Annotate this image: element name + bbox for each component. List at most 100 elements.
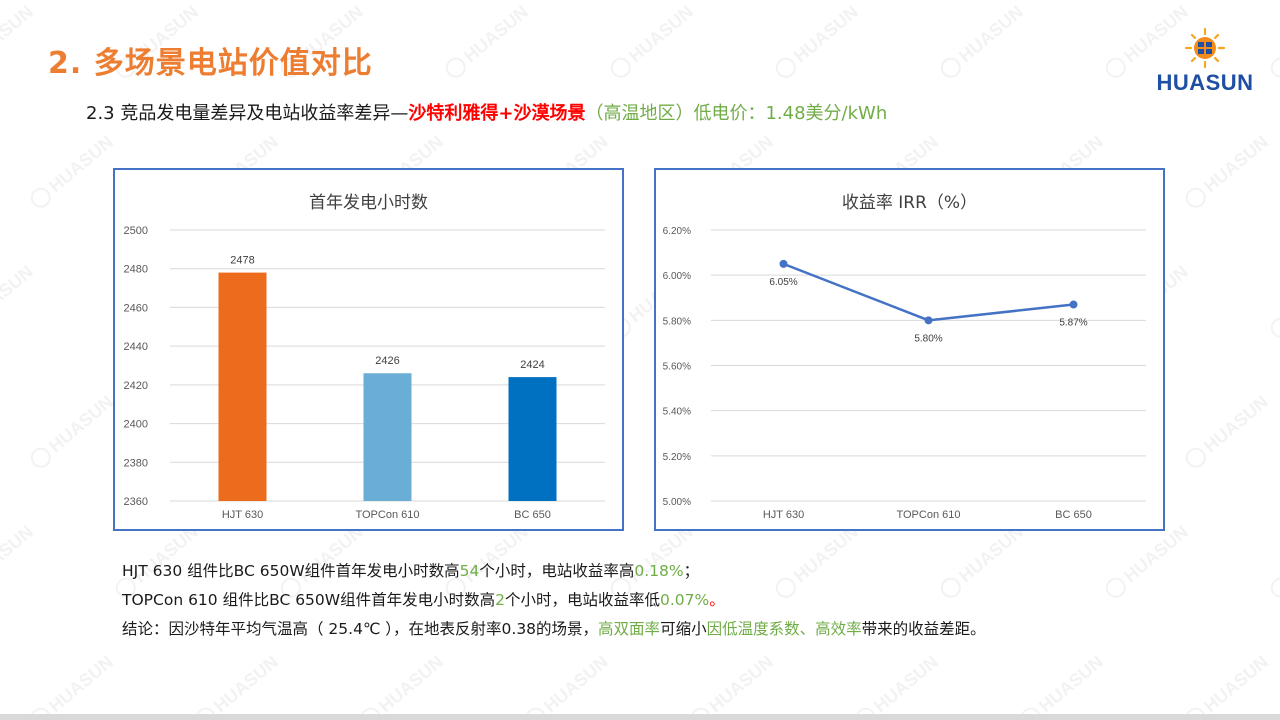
bar: [363, 373, 412, 501]
bar-chart: 2360 2380 2400 2420 2440 2460 2480 2500 2478 HJT …: [124, 225, 605, 521]
watermark-text: HUASUN: [375, 652, 447, 717]
line-chart: 5.00% 5.20% 5.40% 5.60% 5.80% 6.00% 6.20% 6.05%…: [663, 226, 1146, 521]
line-ytick-label: 6.20%: [663, 226, 691, 237]
note-line: 结论：因沙特年平均气温高（ 25.4℃ ），在地表反射率0.38的场景，高双面率…: [122, 615, 986, 644]
logo-text: HUASUN: [1156, 70, 1254, 95]
page-subtitle: 2.3 竞品发电量差异及电站收益率差异—沙特利雅得+沙漠场景（高温地区）低电价：…: [86, 99, 887, 125]
watermark-text: HUASUN: [0, 2, 37, 67]
watermark-text: HUASUN: [45, 392, 117, 457]
note-text: 0.07%: [660, 591, 710, 609]
note-text: ；: [683, 562, 700, 580]
bar-xtick-label: TOPCon 610: [355, 509, 419, 521]
page-title: 2. 多场景电站价值对比: [48, 46, 373, 81]
watermark-mark: HUASUN: [1270, 577, 1280, 598]
note-text: 个小时，电站收益率低: [504, 591, 660, 609]
conclusion-notes: HJT 630 组件比BC 650W组件首年发电小时数高54个小时，电站收益率高…: [122, 557, 986, 644]
watermark-text: HUASUN: [1200, 132, 1272, 197]
note-text: 54: [459, 562, 480, 580]
watermark-mark: HUASUN: [610, 2, 697, 78]
irr-data-label: 6.05%: [769, 277, 797, 288]
irr-point: [924, 316, 933, 325]
watermark-mark: HUASUN: [30, 392, 117, 468]
line-ytick-label: 5.20%: [663, 452, 691, 463]
bar-ytick-label: 2480: [124, 264, 148, 276]
note-text: 。: [709, 591, 725, 609]
bar-ytick-label: 2460: [124, 302, 148, 314]
line-xtick-label: TOPCon 610: [896, 509, 960, 521]
bar-data-label: 2424: [520, 359, 544, 371]
note-text: 可缩小: [660, 620, 707, 638]
note-text: 2: [495, 591, 505, 609]
note-text: 高双面率: [598, 620, 661, 638]
watermark-text: HUASUN: [1200, 652, 1272, 717]
irr-series-line: [783, 262, 1074, 322]
watermark-mark: HUASUN: [1020, 652, 1107, 720]
watermark-mark: HUASUN: [525, 652, 612, 720]
watermark-mark: HUASUN: [0, 262, 37, 327]
watermark-mark: HUASUN: [940, 2, 1027, 78]
huasun-logo: HUASUN: [1150, 26, 1260, 96]
line-ytick-label: 5.80%: [663, 316, 691, 327]
line-xtick-label: BC 650: [1055, 509, 1092, 521]
note-line: TOPCon 610 组件比BC 650W组件首年发电小时数高2个小时，电站收益…: [122, 586, 986, 615]
watermark-mark: HUASUN: [0, 2, 37, 67]
bar-data-label: 2478: [230, 255, 254, 267]
irr-data-label: 5.80%: [914, 333, 942, 344]
bar-xtick-label: BC 650: [514, 509, 551, 521]
watermark-mark: HUASUN: [30, 652, 117, 720]
note-text: 个小时，电站收益率高: [479, 562, 635, 580]
watermark-text: HUASUN: [625, 2, 697, 67]
note-text: 0.18%: [634, 562, 684, 580]
watermark-text: HUASUN: [705, 652, 777, 717]
watermark-text: HUASUN: [0, 262, 37, 327]
watermark-mark: HUASUN: [360, 652, 447, 720]
bar-ytick-label: 2420: [124, 380, 148, 392]
watermark-text: HUASUN: [0, 522, 37, 587]
line-chart-title: 收益率 IRR（%）: [841, 193, 978, 213]
bar: [508, 377, 557, 501]
watermark-text: HUASUN: [460, 2, 532, 67]
note-line: HJT 630 组件比BC 650W组件首年发电小时数高54个小时，电站收益率高…: [122, 557, 986, 586]
bar-ytick-label: 2500: [124, 225, 148, 237]
subtitle-prefix: 2.3 竞品发电量差异及电站收益率差异—: [86, 103, 409, 124]
note-text: HJT 630 组件比BC 650W组件首年发电小时数高: [122, 562, 460, 580]
bar-chart-title: 首年发电小时数: [309, 193, 428, 213]
watermark-mark: HUASUN: [1185, 132, 1272, 208]
note-text: 结论：因沙特年平均气温高（ 25.4℃ ），在地表反射率0.38的场景，: [122, 620, 599, 638]
bar-xtick-label: HJT 630: [222, 509, 263, 521]
bar-data-label: 2426: [375, 355, 399, 367]
watermark-mark: HUASUN: [195, 652, 282, 720]
bar-ytick-label: 2400: [124, 419, 148, 431]
line-chart-panel: 收益率 IRR（%） 5.00% 5.20% 5.40% 5.60% 5.80% 6.00…: [654, 168, 1165, 531]
irr-data-label: 5.87%: [1059, 318, 1087, 329]
watermark-text: HUASUN: [1035, 652, 1107, 717]
bar-ytick-label: 2380: [124, 457, 148, 469]
line-xtick-label: HJT 630: [763, 509, 804, 521]
line-ytick-label: 6.00%: [663, 271, 691, 282]
bar: [218, 272, 267, 501]
watermark-mark: HUASUN: [1105, 522, 1192, 598]
line-ytick-label: 5.00%: [663, 497, 691, 508]
bar-chart-panel: 首年发电小时数 2360 2380 2400 2420 2440 2460 2480 2500…: [113, 168, 624, 531]
bar-ytick-label: 2360: [124, 496, 148, 508]
subtitle-suffix: （高温地区）低电价：1.48美分/kWh: [585, 103, 888, 124]
sun-panel-icon: [1184, 27, 1226, 69]
note-text: TOPCon 610 组件比BC 650W组件首年发电小时数高: [122, 591, 496, 609]
irr-point: [779, 259, 788, 268]
watermark-text: HUASUN: [45, 132, 117, 197]
watermark-text: HUASUN: [870, 652, 942, 717]
irr-point: [1069, 300, 1078, 309]
watermark-text: HUASUN: [210, 652, 282, 717]
watermark-mark: HUASUN: [445, 2, 532, 78]
watermark-mark: HUASUN: [690, 652, 777, 720]
line-ytick-label: 5.60%: [663, 362, 691, 373]
watermark-mark: HUASUN: [1270, 57, 1280, 78]
watermark-mark: HUASUN: [855, 652, 942, 720]
watermark-mark: HUASUN: [1185, 652, 1272, 720]
footer-divider: [0, 714, 1280, 720]
watermark-mark: HUASUN: [775, 2, 862, 78]
watermark-text: HUASUN: [45, 652, 117, 717]
note-text: 带来的收益差距。: [861, 620, 986, 638]
watermark-mark: HUASUN: [0, 522, 37, 587]
watermark-mark: HUASUN: [1270, 317, 1280, 338]
